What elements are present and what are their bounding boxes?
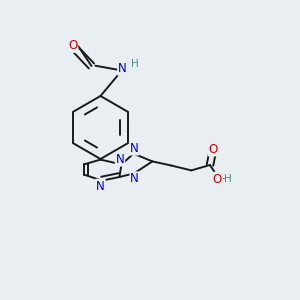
Text: N: N xyxy=(116,153,124,166)
Text: N: N xyxy=(118,62,127,75)
Text: ·: · xyxy=(221,172,225,186)
Text: O: O xyxy=(208,142,217,156)
Text: O: O xyxy=(68,39,77,52)
Text: O: O xyxy=(212,172,221,186)
Text: H: H xyxy=(224,174,232,184)
Text: N: N xyxy=(96,179,105,193)
Text: N: N xyxy=(130,172,139,185)
Text: N: N xyxy=(130,142,139,155)
Text: H: H xyxy=(130,59,138,69)
